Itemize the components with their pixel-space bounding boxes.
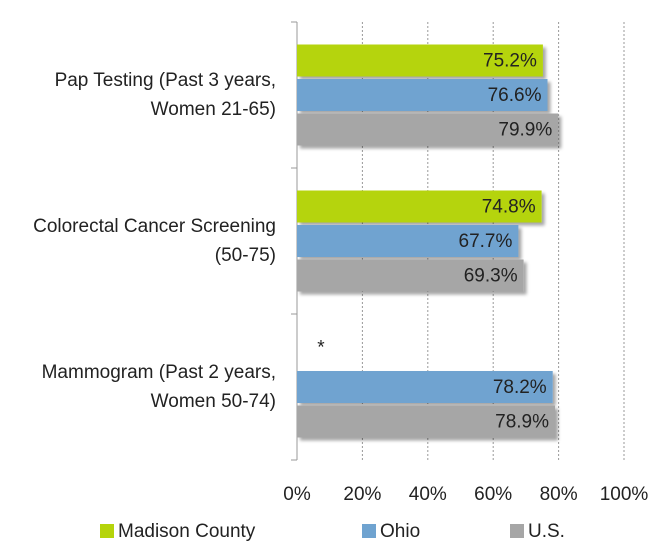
value-label: 78.9% (495, 412, 549, 433)
bar (297, 371, 553, 403)
x-tick-label: 20% (343, 484, 381, 505)
legend-label: U.S. (528, 521, 565, 542)
category-label: Pap Testing (Past 3 years, Women 21-65) (54, 70, 276, 120)
bar (297, 259, 524, 292)
x-tick-label: 80% (540, 484, 578, 505)
category-label: Colorectal Cancer Screening (50-75) (33, 216, 276, 266)
value-label: 79.9% (498, 120, 552, 141)
legend-swatch (362, 524, 376, 538)
x-tick-label: 100% (600, 484, 649, 505)
value-label: 67.7% (459, 231, 513, 252)
legend-swatch (510, 524, 524, 538)
value-label: 69.3% (464, 266, 518, 287)
x-tick-label: 60% (474, 484, 512, 505)
legend-label: Madison County (118, 521, 256, 542)
bar (297, 113, 559, 146)
value-label: 76.6% (488, 85, 542, 106)
bar (297, 79, 548, 111)
value-label: 78.2% (493, 377, 547, 398)
legend-swatch (100, 524, 114, 538)
bar (297, 44, 543, 77)
x-tick-label: 40% (409, 484, 447, 505)
bar (297, 405, 556, 438)
category-label: Mammogram (Past 2 years, Women 50-74) (41, 362, 276, 412)
x-tick-label: 0% (283, 484, 311, 505)
bar (297, 225, 519, 257)
bar (297, 190, 542, 223)
value-label: 75.2% (483, 51, 537, 72)
value-label: 74.8% (482, 197, 536, 218)
annotation: * (317, 338, 325, 359)
legend-label: Ohio (380, 521, 420, 542)
